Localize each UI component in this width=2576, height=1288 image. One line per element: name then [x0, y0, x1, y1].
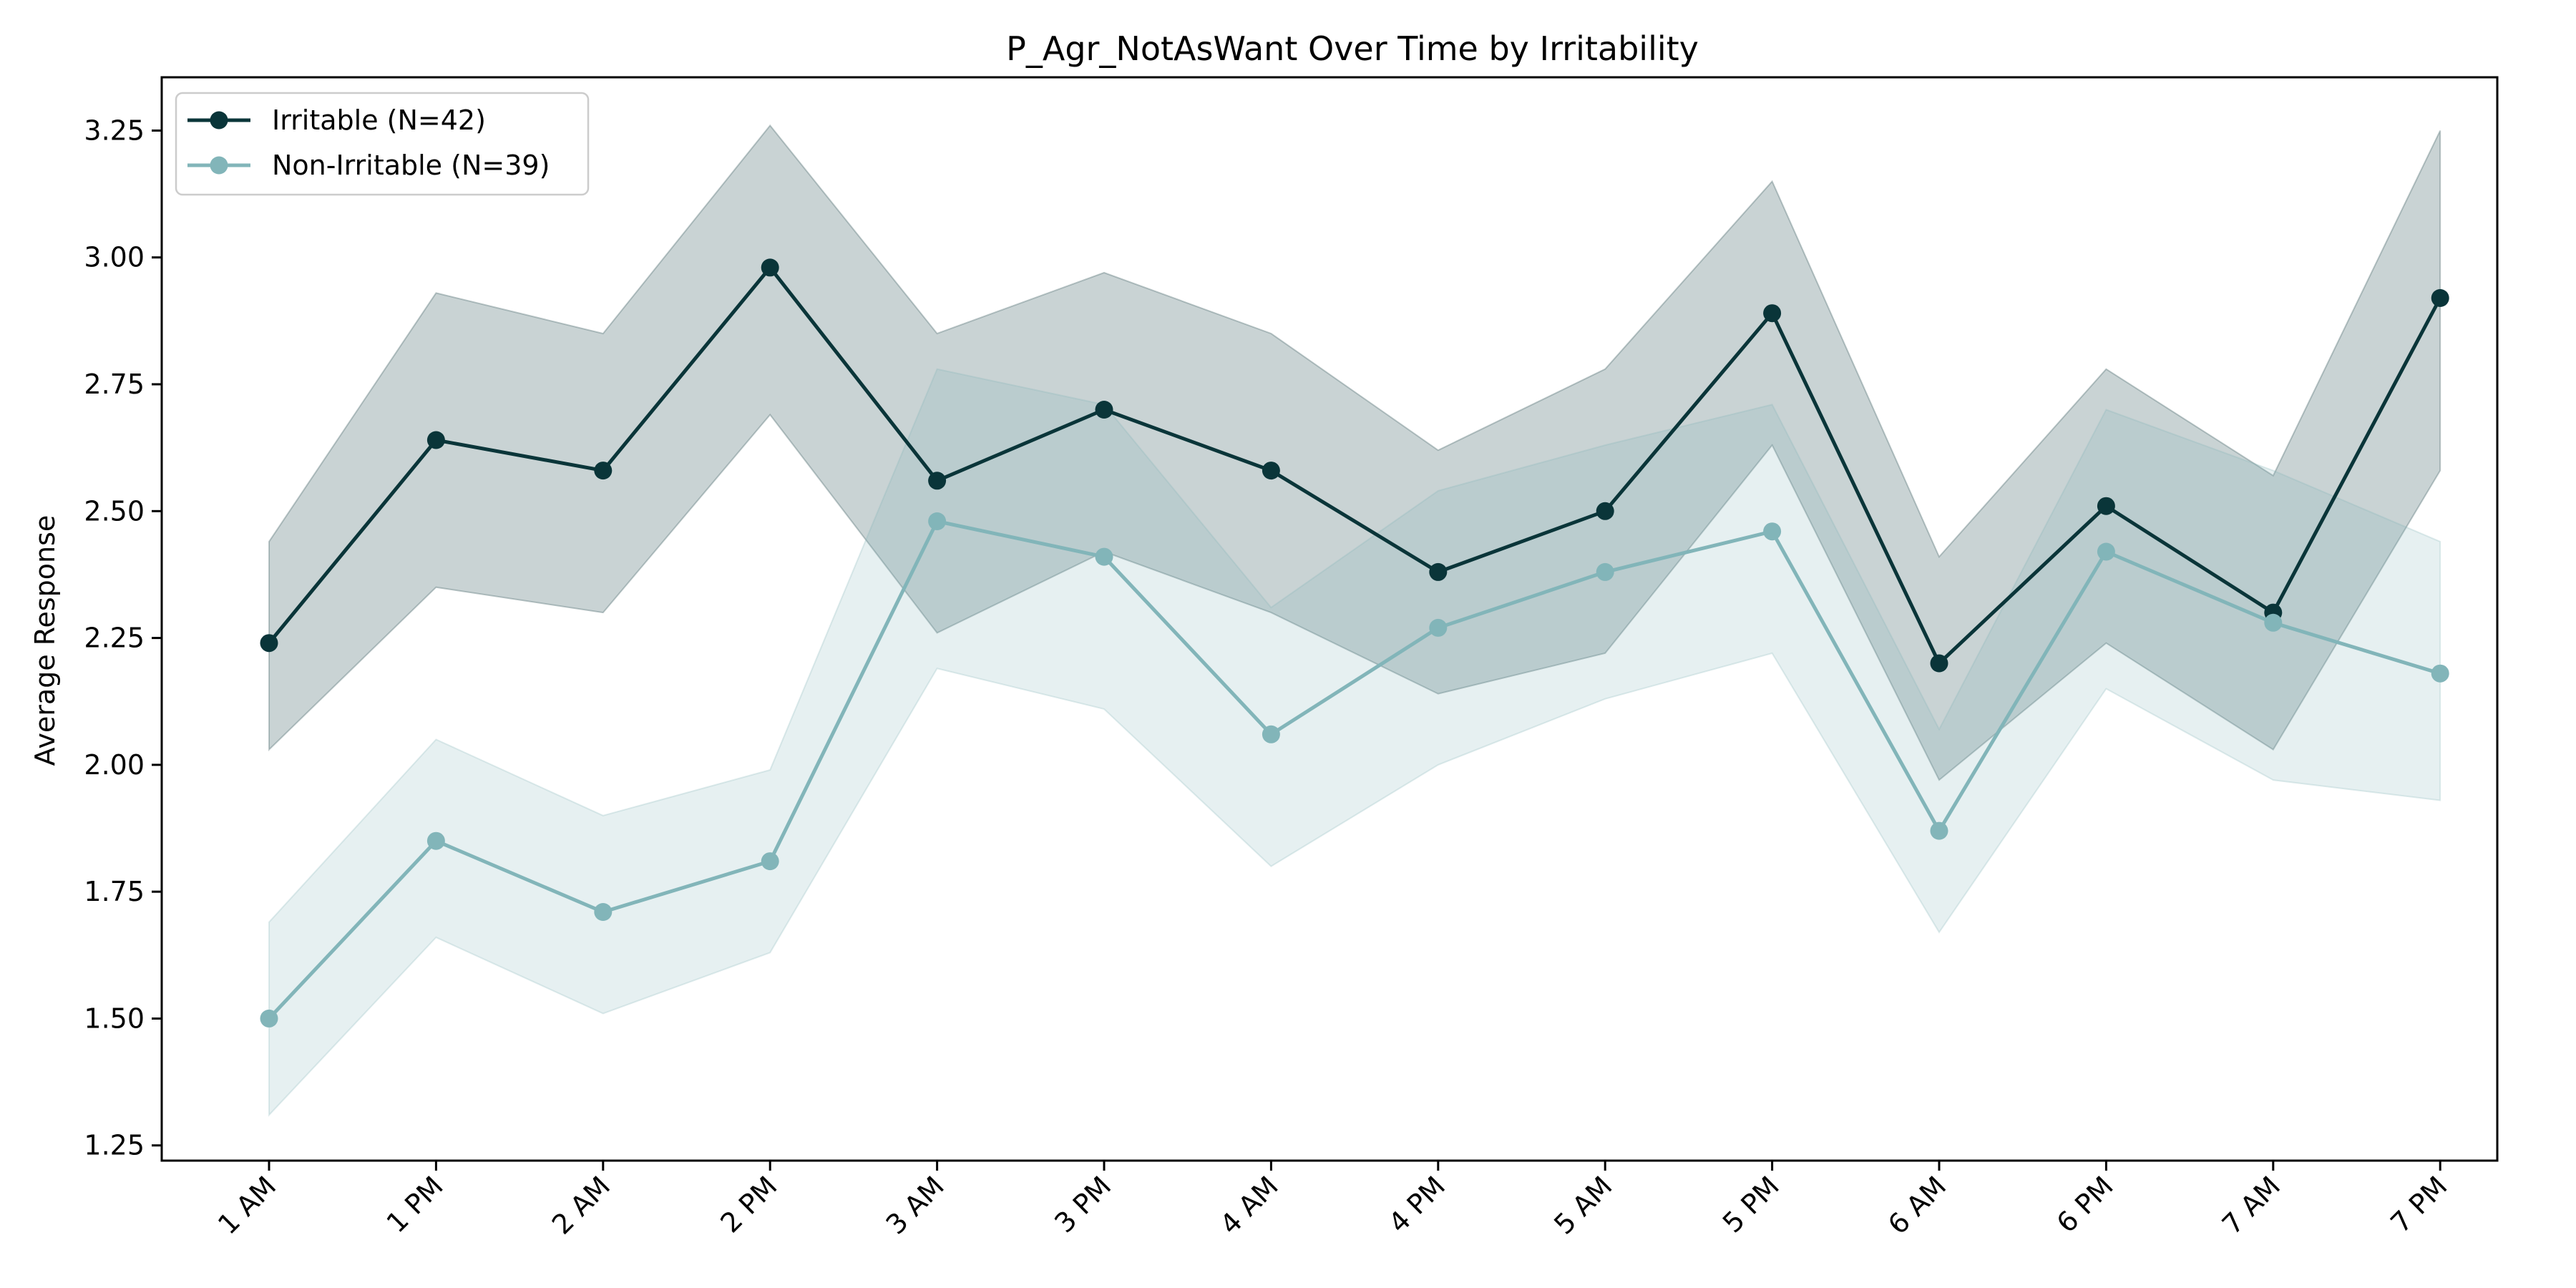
data-point	[2264, 613, 2283, 632]
y-tick-label: 3.00	[84, 242, 145, 273]
legend-swatch-marker	[210, 156, 228, 175]
data-point	[1763, 522, 1782, 541]
data-point	[1596, 502, 1614, 520]
y-tick-label: 1.25	[84, 1130, 145, 1161]
legend-swatch-marker	[210, 111, 228, 130]
confidence-band-2	[268, 368, 2441, 1117]
chart-title: P_Agr_NotAsWant Over Time by Irritabilit…	[1006, 29, 1699, 68]
y-axis-label: Average Response	[29, 515, 61, 766]
plot-frame	[160, 76, 2499, 1162]
y-tick-label: 1.75	[84, 876, 145, 907]
series-line-2	[268, 519, 2441, 1020]
legend-box	[175, 92, 590, 196]
data-points	[260, 258, 2449, 1028]
legend-label: Irritable (N=42)	[272, 104, 486, 136]
data-point	[2097, 497, 2115, 515]
data-point	[2431, 664, 2449, 683]
data-point	[260, 634, 278, 653]
data-point	[1930, 654, 1948, 673]
data-point	[594, 903, 613, 921]
data-point	[928, 472, 947, 490]
data-point	[426, 831, 445, 850]
y-axis: 1.25 1.50 1.75 2.00 2.25 2.50 2.75 3.00 3.25	[84, 114, 162, 1161]
data-point	[761, 258, 779, 277]
data-point	[761, 852, 779, 871]
data-point	[1262, 462, 1280, 480]
confidence-bands	[268, 124, 2441, 1117]
y-tick-label: 3.25	[84, 114, 145, 146]
y-tick-label: 2.00	[84, 749, 145, 781]
data-point	[594, 462, 613, 480]
y-tick-label: 2.25	[84, 623, 145, 654]
data-point	[1763, 304, 1782, 323]
y-tick-label: 1.50	[84, 1002, 145, 1034]
data-point	[1930, 821, 1948, 840]
y-tick-label: 2.75	[84, 369, 145, 400]
series-lines	[268, 265, 2442, 1020]
data-point	[2097, 542, 2115, 561]
series-line-1	[268, 265, 2442, 665]
confidence-band-1	[268, 124, 2441, 781]
data-point	[1262, 725, 1280, 743]
data-point	[928, 512, 947, 530]
legend: Irritable (N=42) Non-Irritable (N=39)	[175, 92, 590, 196]
legend-label: Non-Irritable (N=39)	[272, 150, 550, 181]
data-point	[1095, 547, 1113, 566]
data-point	[1596, 562, 1614, 581]
data-point	[2431, 289, 2449, 307]
data-point	[1095, 401, 1113, 419]
y-tick-label: 2.50	[84, 495, 145, 527]
data-point	[1429, 618, 1448, 637]
data-point	[1429, 562, 1448, 581]
data-point	[260, 1009, 278, 1028]
data-point	[426, 431, 445, 449]
